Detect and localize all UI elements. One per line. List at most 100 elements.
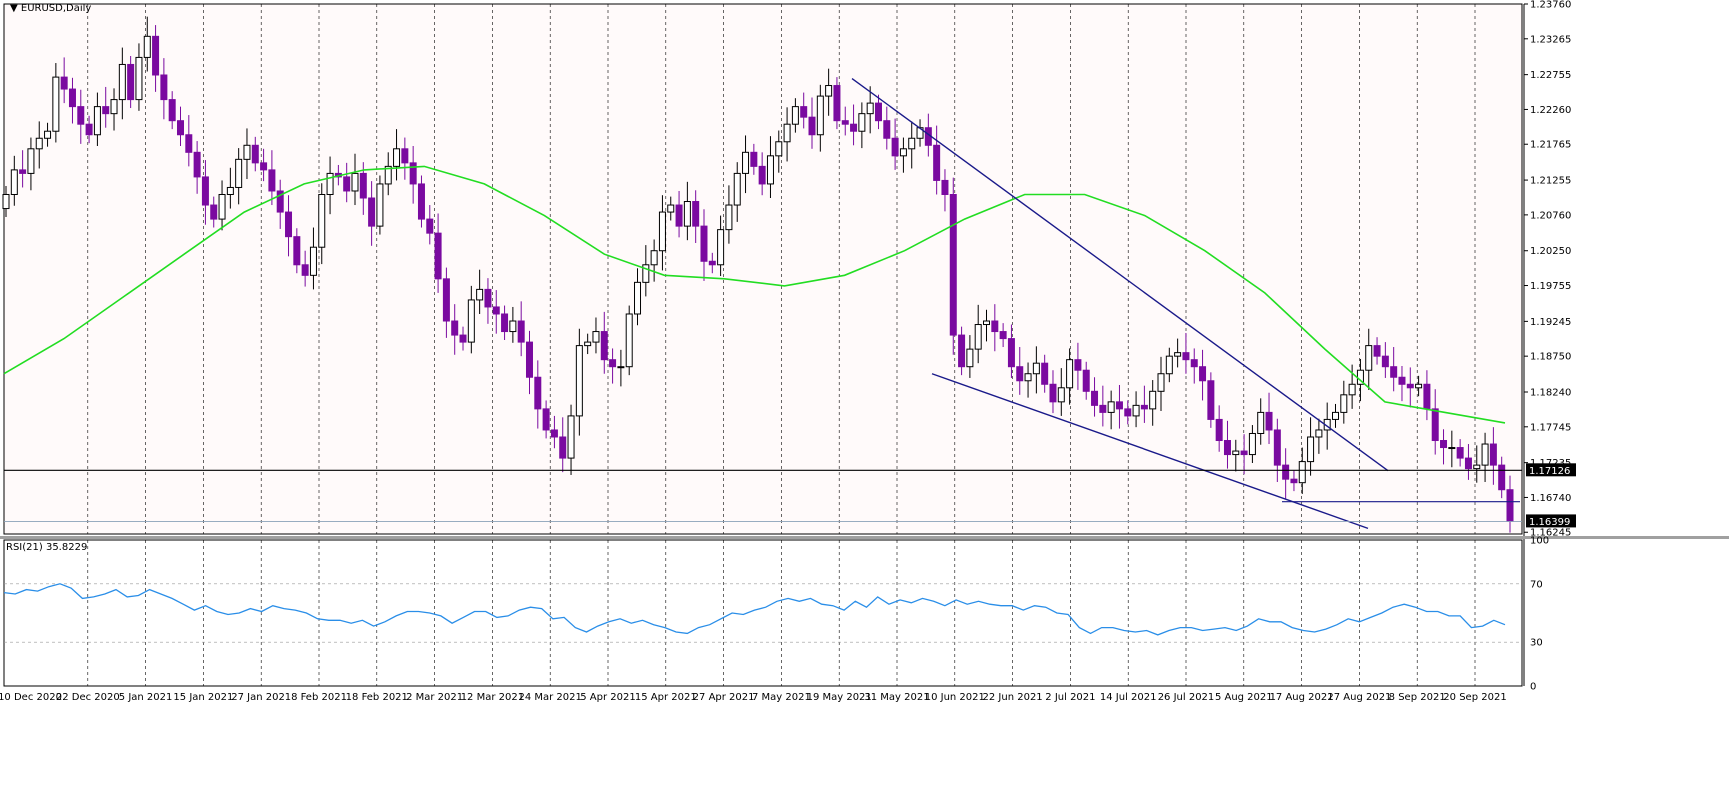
candle-body[interactable] bbox=[185, 134, 193, 153]
candle-body[interactable] bbox=[318, 193, 326, 248]
candle-body[interactable] bbox=[434, 232, 442, 280]
candle-body[interactable] bbox=[908, 137, 916, 150]
candle-body[interactable] bbox=[1115, 401, 1123, 410]
candle-body[interactable] bbox=[135, 56, 143, 101]
candle-body[interactable] bbox=[1498, 464, 1506, 491]
candle-body[interactable] bbox=[692, 201, 700, 227]
candle-body[interactable] bbox=[426, 218, 434, 234]
candle-body[interactable] bbox=[260, 162, 268, 171]
candle-body[interactable] bbox=[1265, 411, 1273, 431]
candle-body[interactable] bbox=[235, 158, 243, 188]
candle-body[interactable] bbox=[68, 88, 76, 108]
candle-body[interactable] bbox=[1290, 478, 1298, 484]
candle-body[interactable] bbox=[517, 320, 525, 343]
candle-body[interactable] bbox=[708, 260, 716, 266]
candle-body[interactable] bbox=[808, 116, 816, 136]
candle-body[interactable] bbox=[1423, 383, 1431, 410]
candle-body[interactable] bbox=[650, 250, 658, 266]
candle-body[interactable] bbox=[1415, 383, 1423, 389]
candle-body[interactable] bbox=[1248, 432, 1256, 456]
candle-body[interactable] bbox=[393, 148, 401, 167]
candle-body[interactable] bbox=[52, 76, 60, 132]
candle-body[interactable] bbox=[1456, 447, 1464, 459]
candle-body[interactable] bbox=[10, 169, 18, 195]
candle-body[interactable] bbox=[1398, 376, 1406, 385]
candle-body[interactable] bbox=[858, 113, 866, 132]
candle-body[interactable] bbox=[833, 85, 841, 122]
candle-body[interactable] bbox=[27, 148, 35, 174]
candle-body[interactable] bbox=[866, 102, 874, 115]
candle-body[interactable] bbox=[1190, 359, 1198, 368]
candle-body[interactable] bbox=[268, 169, 276, 192]
candle-body[interactable] bbox=[509, 320, 517, 333]
candle-body[interactable] bbox=[301, 264, 309, 276]
candle-body[interactable] bbox=[77, 106, 85, 125]
candle-body[interactable] bbox=[800, 106, 808, 118]
candle-body[interactable] bbox=[343, 176, 351, 192]
candle-body[interactable] bbox=[501, 313, 509, 333]
candle-body[interactable] bbox=[143, 35, 151, 58]
candle-body[interactable] bbox=[600, 331, 608, 361]
candle-body[interactable] bbox=[243, 144, 251, 160]
candle-body[interactable] bbox=[1506, 489, 1514, 522]
candle-body[interactable] bbox=[1340, 394, 1348, 413]
candle-body[interactable] bbox=[966, 348, 974, 368]
candle-body[interactable] bbox=[409, 162, 417, 185]
candle-body[interactable] bbox=[675, 204, 683, 227]
candle-body[interactable] bbox=[974, 324, 982, 350]
candle-body[interactable] bbox=[1024, 373, 1032, 382]
candle-body[interactable] bbox=[1223, 440, 1231, 456]
candle-body[interactable] bbox=[168, 99, 176, 122]
candle-body[interactable] bbox=[1257, 411, 1265, 434]
candle-body[interactable] bbox=[1473, 464, 1481, 470]
candle-body[interactable] bbox=[1016, 366, 1024, 382]
candle-body[interactable] bbox=[941, 179, 949, 195]
candle-body[interactable] bbox=[850, 123, 858, 132]
candle-body[interactable] bbox=[1232, 450, 1240, 456]
price-panel[interactable] bbox=[3, 3, 1523, 535]
candle-body[interactable] bbox=[127, 63, 135, 101]
candle-body[interactable] bbox=[1440, 440, 1448, 449]
candle-body[interactable] bbox=[575, 345, 583, 417]
candle-body[interactable] bbox=[176, 120, 184, 136]
candle-body[interactable] bbox=[1099, 404, 1107, 413]
candle-body[interactable] bbox=[2, 193, 10, 210]
candle-body[interactable] bbox=[1082, 369, 1090, 392]
candle-body[interactable] bbox=[1282, 464, 1290, 480]
candle-body[interactable] bbox=[617, 366, 625, 369]
candle-body[interactable] bbox=[1489, 443, 1497, 466]
candle-body[interactable] bbox=[152, 35, 160, 76]
candle-body[interactable] bbox=[559, 436, 567, 459]
candle-body[interactable] bbox=[775, 141, 783, 157]
candle-body[interactable] bbox=[1348, 383, 1356, 396]
candle-body[interactable] bbox=[1074, 359, 1082, 371]
candle-body[interactable] bbox=[1381, 355, 1389, 368]
candle-body[interactable] bbox=[1373, 345, 1381, 357]
candle-body[interactable] bbox=[1273, 429, 1281, 466]
candle-body[interactable] bbox=[658, 211, 666, 252]
candle-body[interactable] bbox=[451, 320, 459, 336]
candle-body[interactable] bbox=[251, 144, 259, 164]
candle-body[interactable] bbox=[276, 190, 284, 213]
candle-body[interactable] bbox=[1149, 390, 1157, 410]
candle-body[interactable] bbox=[725, 204, 733, 231]
candle-body[interactable] bbox=[293, 236, 301, 266]
candle-body[interactable] bbox=[351, 172, 359, 192]
candle-body[interactable] bbox=[193, 151, 201, 178]
candle-body[interactable] bbox=[93, 106, 101, 136]
candle-body[interactable] bbox=[459, 334, 467, 343]
candle-body[interactable] bbox=[102, 106, 110, 115]
candle-body[interactable] bbox=[1448, 447, 1456, 450]
candle-body[interactable] bbox=[949, 193, 957, 336]
candle-body[interactable] bbox=[883, 120, 891, 139]
candle-body[interactable] bbox=[384, 165, 392, 185]
candle-body[interactable] bbox=[326, 172, 334, 195]
candle-body[interactable] bbox=[700, 225, 708, 262]
candle-body[interactable] bbox=[584, 341, 592, 347]
candle-body[interactable] bbox=[201, 176, 209, 206]
candle-body[interactable] bbox=[758, 165, 766, 185]
candle-body[interactable] bbox=[35, 137, 43, 150]
candle-body[interactable] bbox=[592, 331, 600, 343]
